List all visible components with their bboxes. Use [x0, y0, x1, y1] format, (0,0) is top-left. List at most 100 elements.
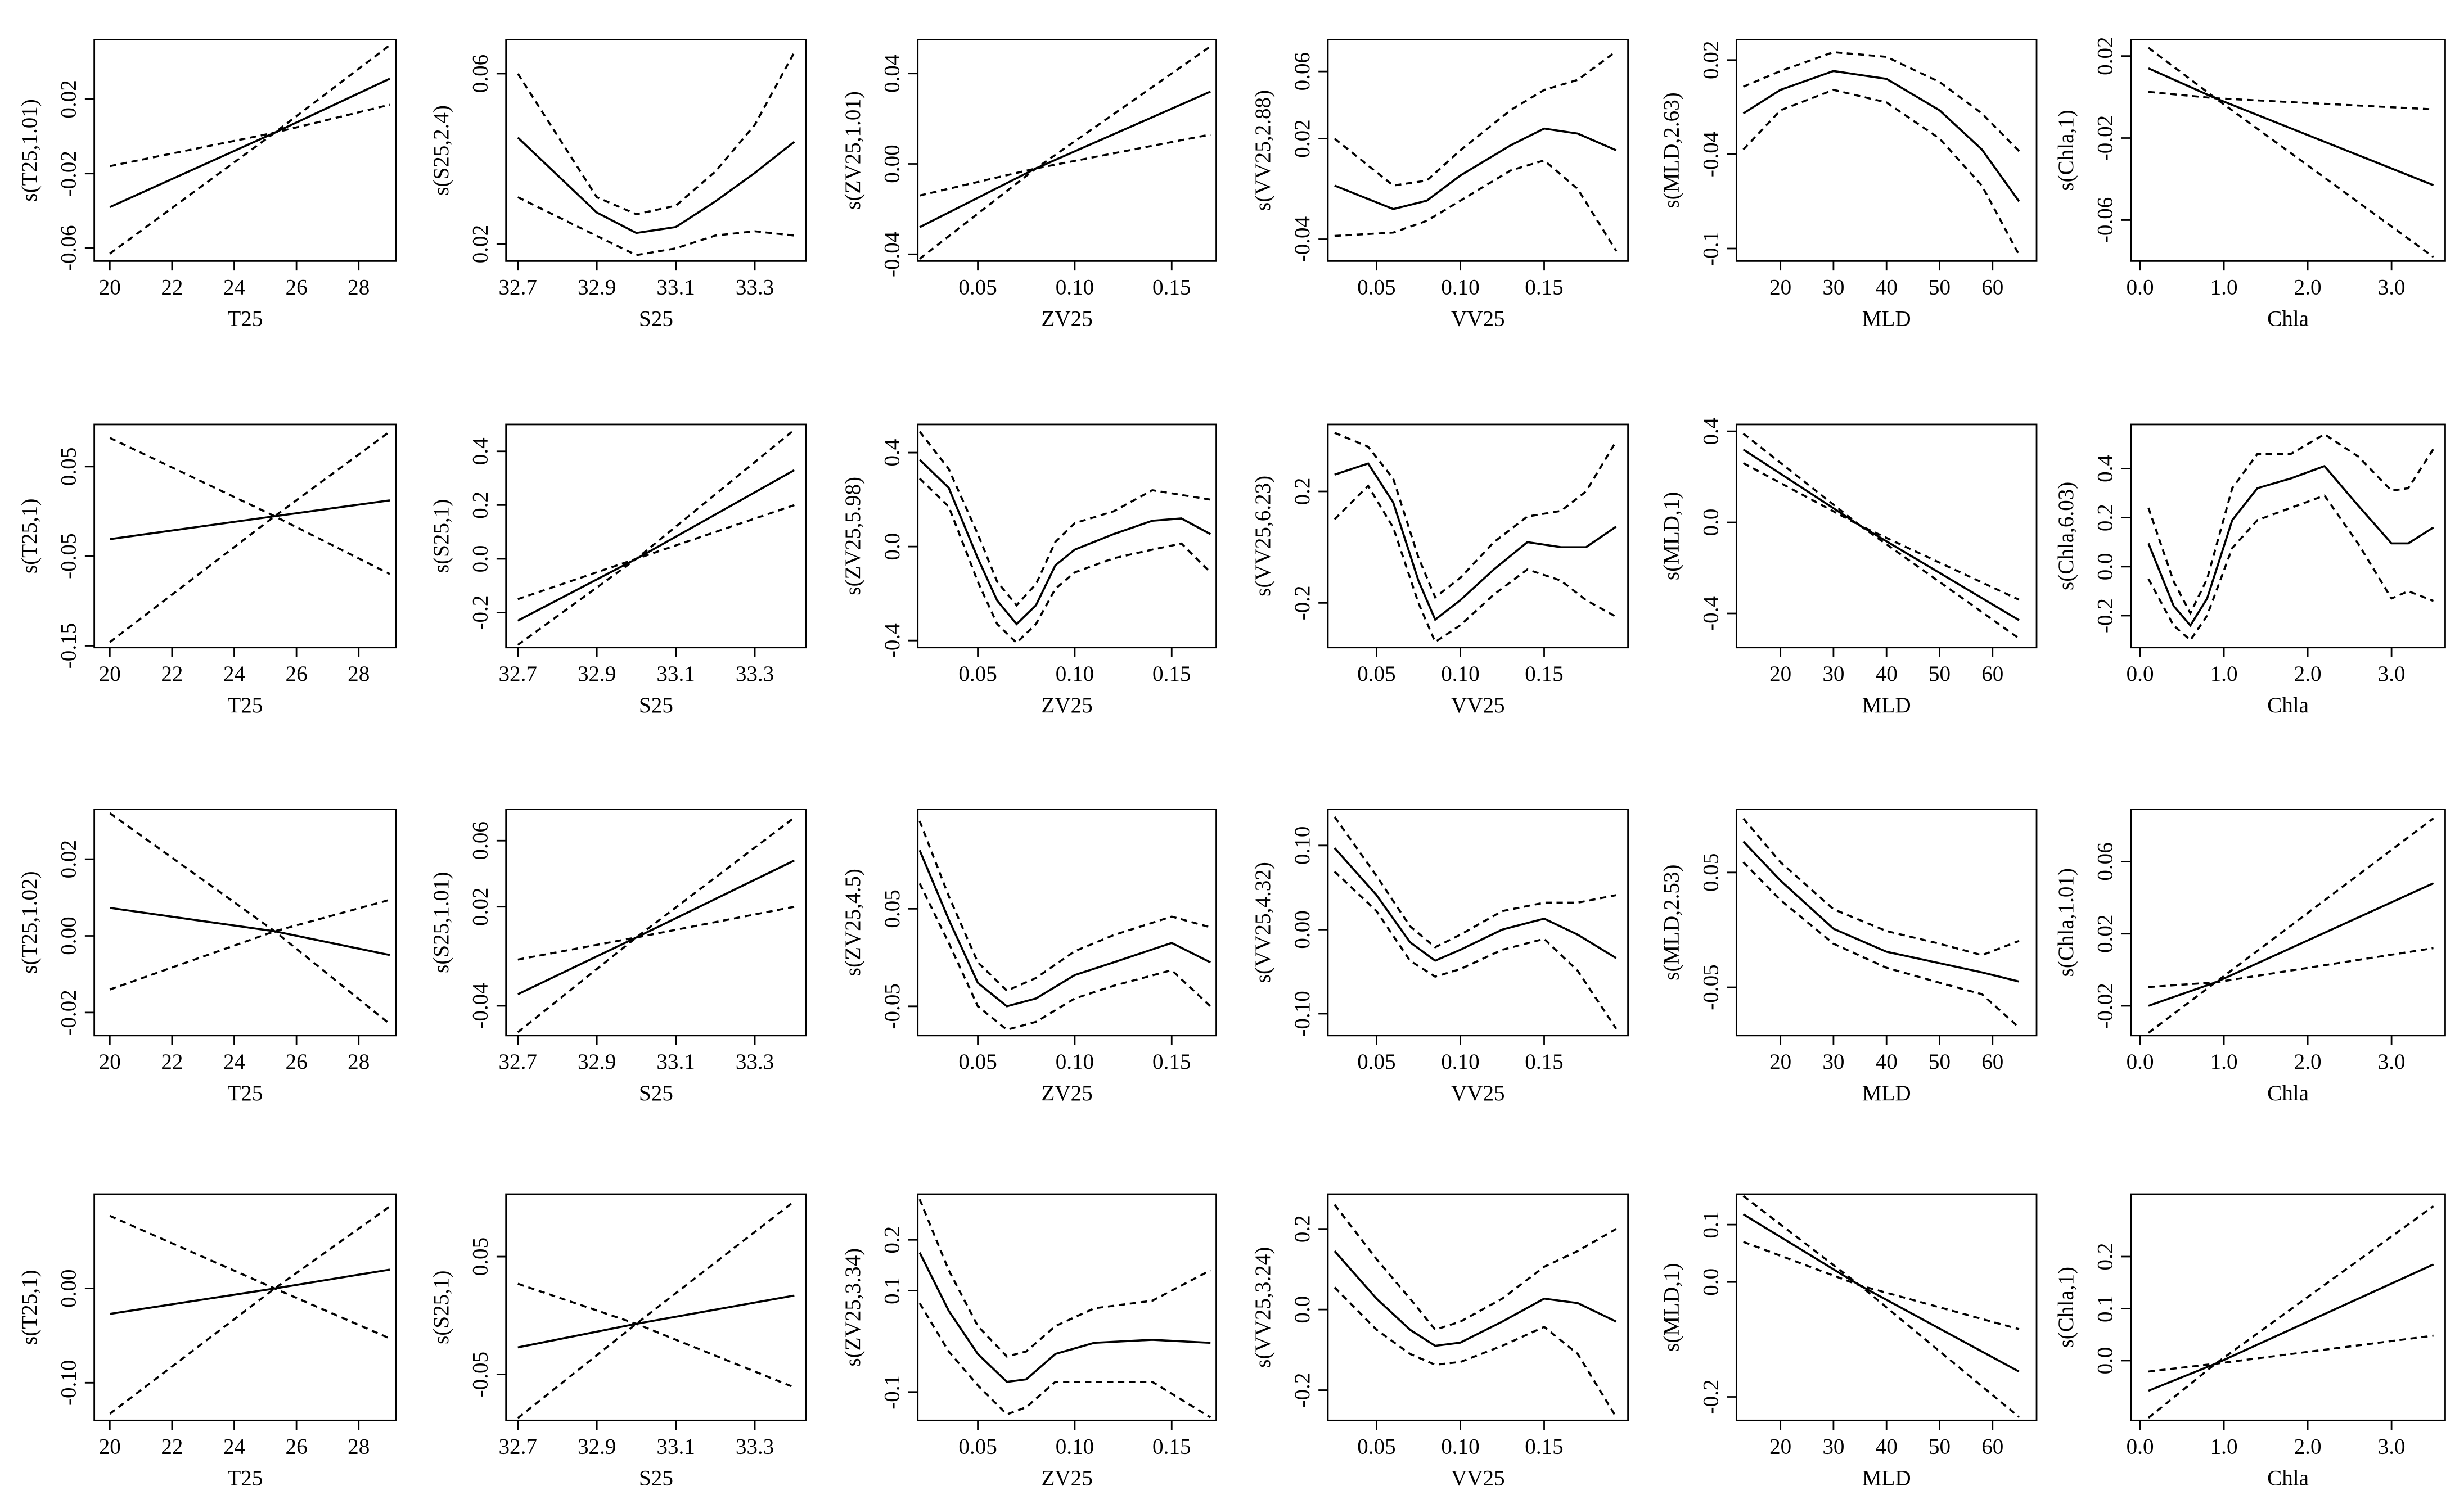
x-tick-label: 24 — [223, 662, 245, 686]
plot-frame — [505, 423, 807, 649]
curve — [2148, 1263, 2434, 1392]
x-axis-label: MLD — [1862, 693, 1911, 717]
x-axis-label: S25 — [639, 693, 673, 717]
curve — [517, 1294, 795, 1349]
y-axis-label: s(T25,1.02) — [17, 871, 42, 974]
x-tick-label: 2.0 — [2294, 1050, 2322, 1074]
y-tick-label: 0.2 — [880, 1226, 904, 1254]
x-tick-label: 26 — [286, 662, 308, 686]
curve — [109, 812, 391, 1025]
x-tick-label: 0.10 — [1056, 1050, 1094, 1074]
y-tick-label: 0.1 — [880, 1277, 904, 1304]
x-tick-label: 0.10 — [1441, 275, 1479, 300]
x-tick-label: 20 — [99, 1050, 121, 1074]
y-tick-label: 0.4 — [2093, 455, 2118, 482]
plot-frame — [2130, 423, 2446, 649]
x-axis-label: ZV25 — [1042, 693, 1093, 717]
plot-frame — [2130, 39, 2446, 262]
x-tick-label: 33.1 — [656, 275, 695, 300]
y-axis-label: s(VV25,6.23) — [1251, 476, 1275, 597]
x-tick-label: 33.3 — [736, 275, 774, 300]
curve — [110, 906, 390, 956]
curve — [918, 883, 1211, 1031]
x-tick-label: 0.05 — [1357, 1050, 1395, 1074]
curve — [1334, 1250, 1617, 1347]
x-tick-label: 60 — [1981, 1050, 2003, 1074]
x-tick-label: 0.15 — [1152, 1050, 1191, 1074]
y-tick-label: -0.15 — [57, 623, 81, 669]
x-tick-label: 3.0 — [2378, 1050, 2406, 1074]
y-tick-label: -0.04 — [1699, 132, 1723, 177]
y-tick-label: 0.02 — [1290, 119, 1314, 157]
y-tick-label: -0.4 — [1699, 596, 1723, 631]
y-tick-label: 0.06 — [2093, 842, 2118, 880]
x-tick-label: 2.0 — [2294, 1435, 2322, 1459]
plot-frame — [2130, 809, 2446, 1037]
y-tick-label: 0.4 — [469, 437, 493, 465]
y-tick-label: -0.05 — [57, 533, 81, 579]
x-tick-label: 0.15 — [1525, 1435, 1563, 1459]
y-axis-label: s(MLD,1) — [1660, 1263, 1684, 1352]
y-tick-label: -0.05 — [469, 1352, 493, 1397]
x-tick-label: 0.0 — [2127, 662, 2154, 686]
plot-frame — [917, 809, 1217, 1037]
x-tick-label: 24 — [223, 1435, 245, 1459]
curve — [109, 437, 390, 575]
x-axis-label: Chla — [2267, 1466, 2309, 1490]
curve — [1334, 127, 1617, 210]
x-tick-label: 28 — [348, 1050, 370, 1074]
curve — [2148, 91, 2434, 111]
x-tick-label: 60 — [1981, 662, 2003, 686]
y-tick-label: 0.04 — [880, 54, 904, 92]
y-axis-label: s(Chla,6.03) — [2054, 482, 2078, 590]
y-tick-label: -0.05 — [880, 983, 904, 1029]
x-axis-label: ZV25 — [1042, 1466, 1093, 1490]
x-tick-label: 50 — [1929, 1050, 1951, 1074]
x-tick-label: 60 — [1981, 275, 2003, 300]
curve — [109, 78, 390, 209]
x-tick-label: 0.05 — [958, 1050, 997, 1074]
x-tick-label: 40 — [1876, 1435, 1898, 1459]
y-axis-label: s(Chla,1.01) — [2054, 868, 2078, 977]
curve — [1742, 1213, 2020, 1373]
curve — [2148, 1334, 2434, 1373]
y-tick-label: -0.02 — [2093, 983, 2118, 1028]
y-tick-label: 0.00 — [1290, 910, 1314, 949]
x-tick-label: 22 — [161, 275, 183, 300]
y-tick-label: -0.05 — [1699, 964, 1723, 1010]
plot-frame — [93, 423, 397, 649]
y-axis-label: s(T25,1) — [17, 499, 42, 574]
x-tick-label: 40 — [1876, 1050, 1898, 1074]
y-tick-label: -0.04 — [1290, 216, 1314, 262]
curve — [1742, 1195, 2020, 1418]
y-tick-label: 0.02 — [469, 888, 493, 926]
x-tick-label: 32.7 — [499, 1050, 537, 1074]
x-axis-label: T25 — [227, 307, 263, 331]
plot-frame — [505, 1193, 807, 1421]
curve — [110, 1268, 390, 1315]
x-tick-label: 32.9 — [578, 1050, 616, 1074]
x-tick-label: 60 — [1981, 1435, 2003, 1459]
curve — [1334, 462, 1617, 621]
x-axis-label: VV25 — [1451, 1466, 1505, 1490]
y-tick-label: 0.2 — [2093, 1243, 2118, 1271]
curve — [109, 1214, 390, 1340]
x-axis-label: T25 — [227, 1081, 263, 1105]
curve — [2148, 947, 2434, 988]
curve — [918, 1199, 1211, 1358]
curve — [517, 1282, 795, 1389]
curve — [517, 429, 795, 646]
curve — [1742, 448, 2020, 621]
x-tick-label: 50 — [1929, 1435, 1951, 1459]
y-tick-label: 0.0 — [1699, 509, 1723, 536]
y-axis-label: s(T25,1) — [17, 1270, 42, 1345]
plot-frame — [917, 39, 1217, 262]
curve — [109, 898, 390, 991]
x-tick-label: 30 — [1822, 662, 1844, 686]
curve — [1334, 484, 1617, 644]
x-tick-label: 0.15 — [1152, 662, 1191, 686]
y-axis-label: s(S25,1) — [429, 499, 453, 573]
x-tick-label: 20 — [1769, 662, 1791, 686]
curve — [1742, 818, 2020, 956]
x-axis-label: VV25 — [1451, 693, 1505, 717]
